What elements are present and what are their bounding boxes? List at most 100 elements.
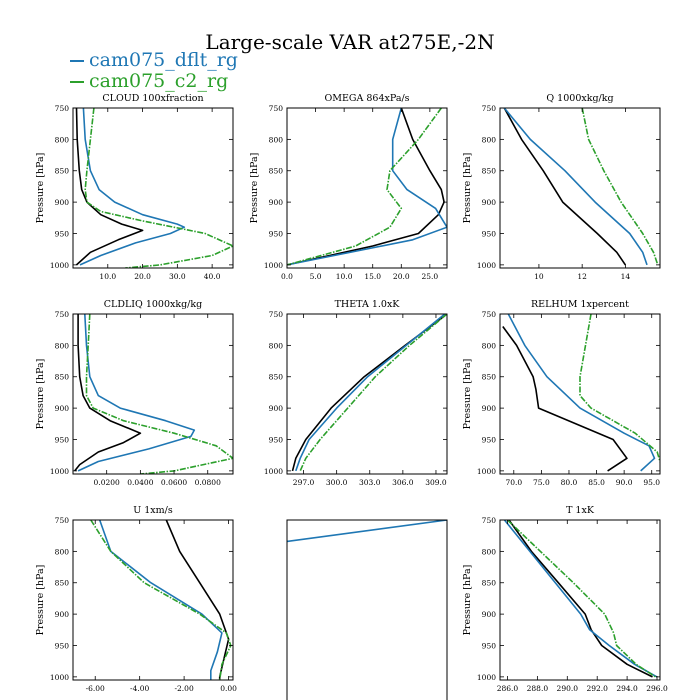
panel-2-ylabel: Pressure [hPa]	[249, 153, 260, 224]
panel-4-ytick-label-1: 750	[55, 310, 70, 319]
panel-3-ytick-label-2: 800	[482, 135, 497, 144]
legend-item-2: cam075_c2_rg	[70, 71, 238, 92]
panel-7-frame	[72, 519, 234, 681]
panel-9-ytick-label-4: 900	[482, 610, 497, 619]
panel-7-xtick-label-3: -2.00	[174, 684, 193, 693]
panel-9-xtick-label-3: 290.0	[557, 684, 579, 693]
panel-2-series-3-line	[287, 108, 442, 266]
panel-5: THETA 1.0xK 750 800 850 900 950 1000 297.0 300.0…	[264, 299, 448, 487]
panel-2-xtick-label-4: 15.0	[364, 272, 381, 281]
panel-3-series-2-line	[503, 108, 648, 266]
panel-1-ytick-label-4: 900	[55, 198, 70, 207]
panel-9-ytick-label-5: 950	[482, 641, 497, 650]
panel-6-xtick-label-5: 90.0	[616, 478, 633, 487]
panel-1-ytick-label-5: 950	[55, 229, 70, 238]
panel-7-xtick-label-1: -6.00	[86, 684, 105, 693]
panel-4-xtick-label-2: 0.0400	[127, 478, 153, 487]
panel-2-xtick-label-2: 5.0	[310, 272, 322, 281]
panel-2-series-1-line	[287, 108, 445, 266]
panel-4-xtick-label-4: 0.0800	[195, 478, 221, 487]
panel-2-title: OMEGA 864xPa/s	[324, 93, 409, 104]
panel-6-series-1-line	[502, 326, 628, 472]
panel-4-series-2-line	[77, 314, 196, 472]
panel-6-title: RELHUM 1xpercent	[531, 299, 629, 310]
panel-5-xtick-label-5: 309.0	[425, 478, 447, 487]
panel-9-title: T 1xK	[566, 505, 595, 516]
panel-2-ytick-label-3: 850	[269, 167, 284, 176]
panel-2-ytick-label-5: 950	[269, 229, 284, 238]
panel-5-xtick-label-4: 306.0	[392, 478, 414, 487]
legend-label-2: cam075_c2_rg	[89, 70, 229, 92]
panel-6-xtick-label-3: 80.0	[561, 478, 578, 487]
panel-9-xtick-label-4: 292.0	[586, 684, 608, 693]
panel-6: RELHUM 1xpercent 750 800 850 900 950 1000 70.0 7…	[462, 299, 661, 487]
panel-9-xtick-label-1: 286.0	[497, 684, 519, 693]
panel-7-series-2-line	[98, 520, 223, 680]
panel-9-xtick-label-5: 294.0	[616, 684, 638, 693]
panel-4-ytick-label-2: 800	[55, 341, 70, 350]
panel-4-xtick-label-1: 0.0200	[94, 478, 120, 487]
panel-3-ytick-label-4: 900	[482, 198, 497, 207]
panel-6-ytick-label-1: 750	[482, 310, 497, 319]
panel-6-frame	[499, 313, 661, 475]
panel-9-ytick-label-2: 800	[482, 547, 497, 556]
panel-1-title: CLOUD 100xfraction	[102, 93, 203, 104]
panel-1-series-2-line	[79, 108, 186, 266]
panel-3-frame	[499, 107, 661, 269]
panel-5-xtick-label-3: 303.0	[359, 478, 381, 487]
legend-label-1: cam075_dflt_rg	[89, 49, 238, 71]
panel-7-ytick-label-4: 900	[55, 610, 70, 619]
main-title: Large-scale VAR at275E,-2N	[205, 30, 495, 54]
panel-6-series-2-line	[507, 314, 656, 472]
panel-3: Q 1000xkg/kg 750 800 850 900 950 1000 10 12 14 Pre…	[462, 93, 661, 281]
panel-5-ytick-label-5: 950	[269, 435, 284, 444]
panel-4-frame	[72, 313, 234, 475]
panel-5-ytick-label-1: 750	[269, 310, 284, 319]
legend-item-1: cam075_dflt_rg	[70, 50, 238, 71]
panel-1-frame	[72, 107, 234, 269]
panel-2-ytick-label-4: 900	[269, 198, 284, 207]
panel-4-ytick-label-5: 950	[55, 435, 70, 444]
panel-5-ytick-label-4: 900	[269, 404, 284, 413]
panel-1-series-3-line	[84, 108, 233, 268]
panel-9-ylabel: Pressure [hPa]	[462, 565, 473, 636]
panel-1-ytick-label-6: 1000	[50, 261, 69, 270]
panel-1-ytick-label-2: 800	[55, 135, 70, 144]
panel-1-ylabel: Pressure [hPa]	[35, 153, 46, 224]
panel-1-xtick-label-3: 30.0	[169, 272, 186, 281]
panel-3-ytick-label-6: 1000	[477, 261, 496, 270]
panel-7-ytick-label-3: 850	[55, 579, 70, 588]
panel-1: CLOUD 100xfraction 750 800 850 900 950 1000 10.…	[35, 93, 234, 281]
panel-7: U 1xm/s 750 800 850 900 950 1000 -6.00 -4.00 -2.0…	[35, 505, 237, 693]
panel-2-ytick-label-2: 800	[269, 135, 284, 144]
panel-3-ytick-label-1: 750	[482, 104, 497, 113]
panel-3-ytick-label-5: 950	[482, 229, 497, 238]
panel-6-xtick-label-6: 95.0	[643, 478, 660, 487]
panel-1-ytick-label-1: 750	[55, 104, 70, 113]
panel-3-ylabel: Pressure [hPa]	[462, 153, 473, 224]
legend-swatch-1	[70, 60, 84, 62]
panel-6-xtick-label-1: 70.0	[505, 478, 522, 487]
panel-2-frame	[286, 107, 448, 269]
panel-7-ylabel: Pressure [hPa]	[35, 565, 46, 636]
panel-5-ytick-label-6: 1000	[264, 467, 283, 476]
panel-1-series-1-line	[75, 108, 144, 266]
panel-4-xtick-label-3: 0.0600	[161, 478, 187, 487]
panel-4-series-1-line	[74, 314, 142, 472]
panel-9-ytick-label-1: 750	[482, 516, 497, 525]
legend-swatch-2	[70, 81, 84, 83]
panel-3-series-1-line	[503, 108, 627, 266]
panel-9-xtick-label-2: 288.0	[527, 684, 549, 693]
panel-3-xtick-label-2: 12	[577, 272, 587, 281]
panel-5-title: THETA 1.0xK	[335, 299, 401, 310]
panel-2-ytick-label-6: 1000	[264, 261, 283, 270]
panel-3-title: Q 1000xkg/kg	[546, 93, 613, 104]
panel-4-ytick-label-3: 850	[55, 373, 70, 382]
panel-6-ytick-label-6: 1000	[477, 467, 496, 476]
panel-1-xtick-label-4: 40.0	[204, 272, 221, 281]
panel-6-xtick-label-4: 85.0	[588, 478, 605, 487]
panel-2-xtick-label-1: 0.0	[281, 272, 293, 281]
panel-4-ylabel: Pressure [hPa]	[35, 359, 46, 430]
